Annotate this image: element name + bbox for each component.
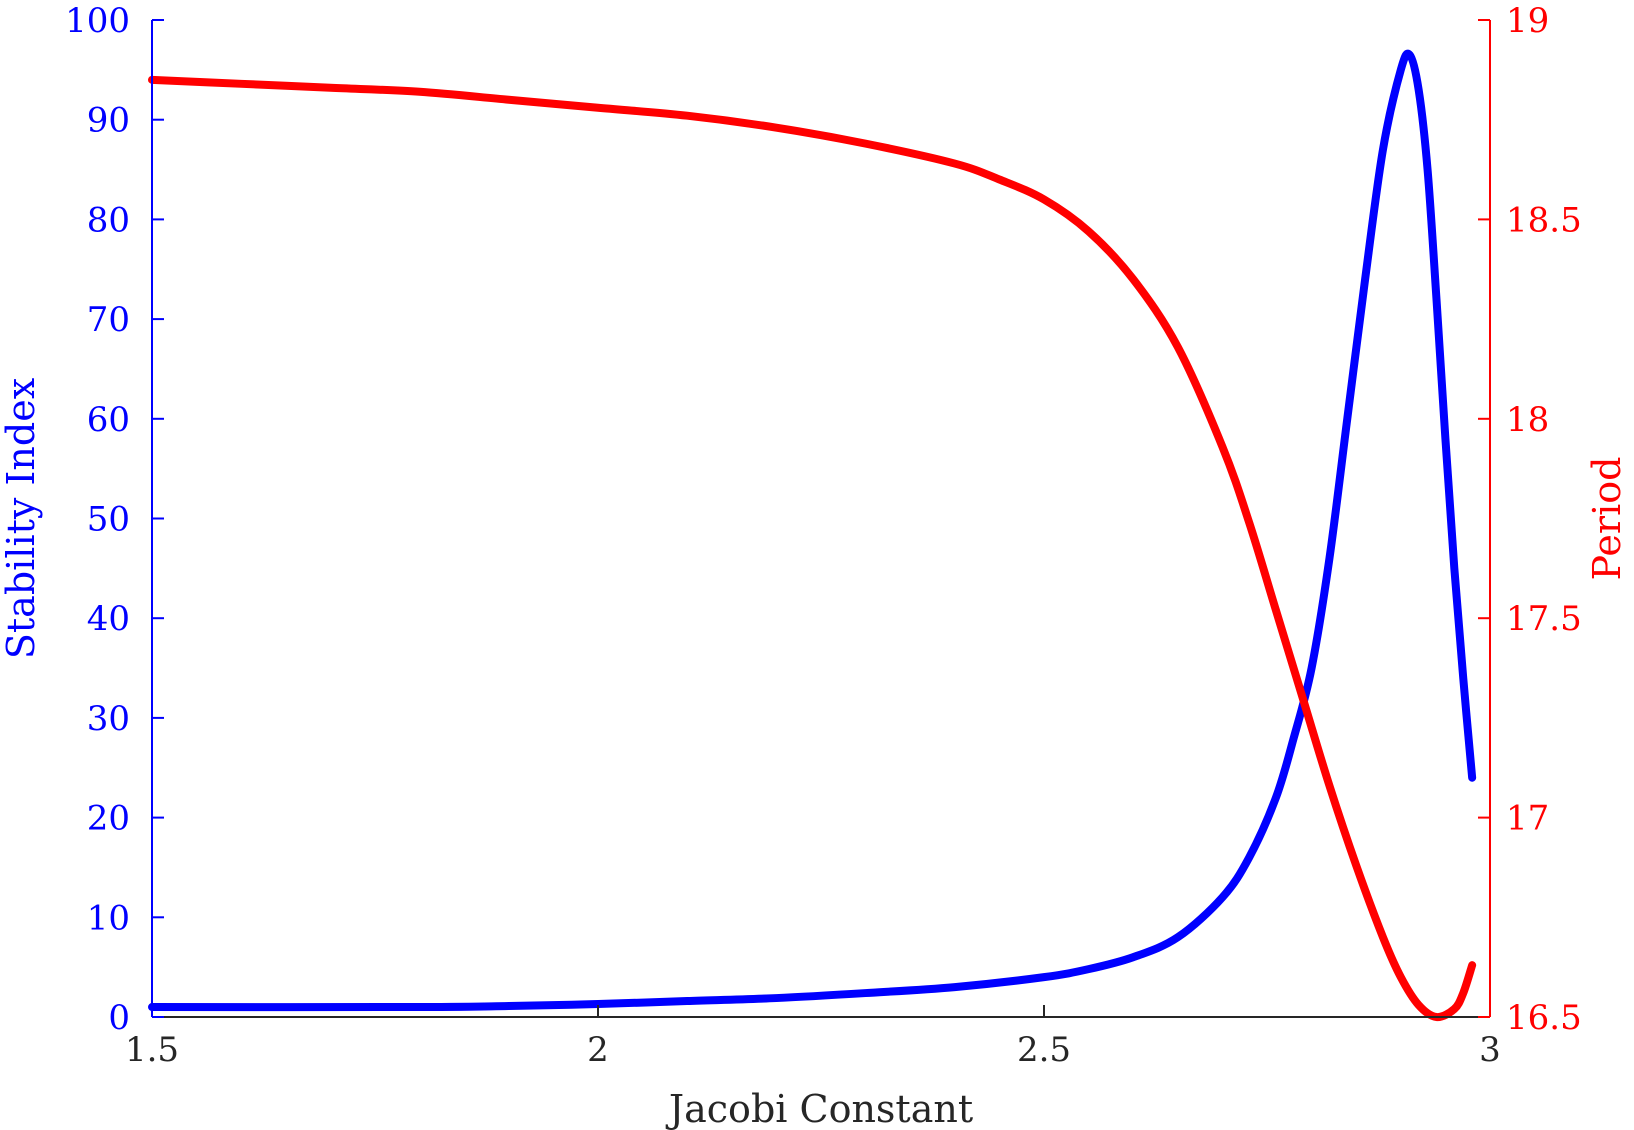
left-y-tick-label: 40 — [87, 599, 130, 639]
right-y-tick-label: 19 — [1506, 1, 1549, 41]
left-y-tick-label: 90 — [87, 101, 130, 141]
x-tick-label: 2.5 — [1017, 1030, 1071, 1070]
x-axis-title: Jacobi Constant — [665, 1087, 973, 1130]
x-tick-label: 1.5 — [125, 1030, 179, 1070]
left-y-tick-label: 100 — [65, 1, 130, 41]
stability-index-line — [148, 49, 1477, 1012]
left-y-axis: 0 10 20 30 40 50 60 70 80 90 100 Stability Index — [0, 1, 164, 1038]
x-tick-label: 3 — [1479, 1030, 1501, 1070]
left-y-tick-label: 60 — [87, 400, 130, 440]
left-y-tick-label: 70 — [87, 300, 130, 340]
right-y-tick-label: 18 — [1506, 400, 1549, 440]
left-y-tick-label: 10 — [87, 898, 130, 938]
right-y-ticks: 16.5 17 17.5 18 18.5 19 — [1478, 1, 1582, 1038]
left-y-tick-label: 50 — [87, 500, 130, 540]
left-y-axis-title: Stability Index — [0, 378, 43, 659]
right-y-axis-title: Period — [1585, 457, 1629, 581]
left-y-tick-label: 20 — [87, 799, 130, 839]
x-tick-label: 2 — [587, 1030, 609, 1070]
right-y-tick-label: 17 — [1506, 799, 1549, 839]
right-y-tick-label: 16.5 — [1506, 998, 1582, 1038]
period-line — [148, 75, 1477, 1022]
right-y-tick-label: 18.5 — [1506, 200, 1582, 240]
left-y-tick-label: 30 — [87, 699, 130, 739]
left-y-tick-label: 0 — [108, 998, 130, 1038]
left-y-ticks: 0 10 20 30 40 50 60 70 80 90 100 — [65, 1, 164, 1038]
x-ticks: 1.5 2 2.5 3 — [125, 1005, 1501, 1070]
right-y-axis: 16.5 17 17.5 18 18.5 19 Period — [1478, 1, 1629, 1038]
left-y-tick-label: 80 — [87, 200, 130, 240]
plot-area — [148, 49, 1477, 1022]
x-axis: 1.5 2 2.5 3 Jacobi Constant — [125, 1005, 1501, 1130]
right-y-tick-label: 17.5 — [1506, 599, 1582, 639]
